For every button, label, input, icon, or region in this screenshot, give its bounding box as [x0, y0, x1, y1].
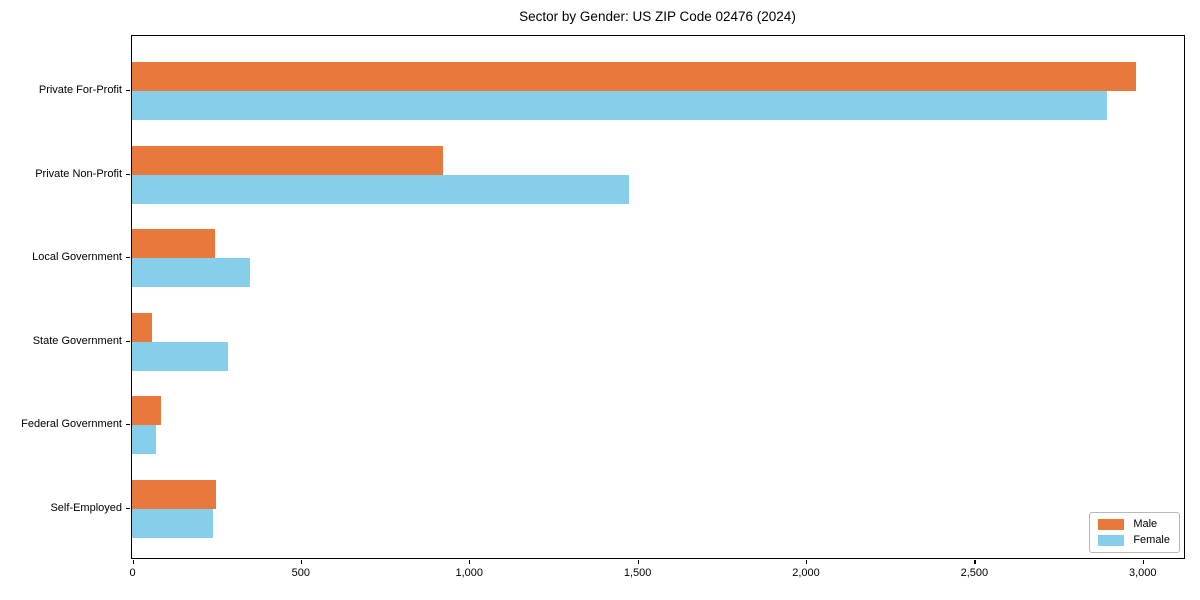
bar-male-self-employed [132, 479, 217, 509]
x-axis-tick-label: 500 [291, 567, 311, 579]
plot-area: Male Female [131, 35, 1185, 559]
legend-item-female: Female [1098, 535, 1170, 546]
y-tick-mark [126, 90, 130, 92]
y-axis-label: State Government [32, 334, 122, 347]
bar-female-private-non-profit [132, 174, 629, 204]
bar-female-federal-government [132, 425, 156, 454]
bar-female-state-government [132, 341, 228, 371]
y-tick-mark [126, 424, 130, 426]
bar-male-state-government [132, 312, 153, 342]
x-axis-tick-label: 2,000 [792, 567, 820, 579]
bar-female-self-employed [132, 508, 213, 538]
y-axis-label: Federal Government [21, 418, 122, 430]
legend-item-male: Male [1098, 519, 1170, 530]
y-axis-label: Private For-Profit [38, 84, 122, 96]
y-axis-label: Private Non-Profit [35, 167, 122, 180]
x-tick-mark [974, 560, 976, 564]
legend-label-male: Male [1133, 518, 1158, 530]
y-tick-mark [126, 507, 130, 509]
bar-male-local-government [132, 229, 215, 258]
bar-female-private-for-profit [132, 91, 1107, 120]
bar-female-local-government [132, 258, 250, 287]
x-tick-mark [637, 560, 639, 564]
y-axis-label: Local Government [32, 251, 122, 263]
bar-male-private-non-profit [132, 145, 444, 175]
legend-label-female: Female [1133, 534, 1170, 546]
legend-swatch-male-icon [1098, 519, 1125, 530]
y-axis-label: Self-Employed [50, 501, 122, 514]
x-tick-mark [469, 560, 471, 564]
legend: Male Female [1089, 512, 1180, 553]
bar-male-federal-government [132, 396, 161, 425]
x-tick-mark [805, 560, 808, 564]
x-tick-mark [1142, 560, 1144, 564]
x-axis-tick-label: 2,500 [960, 567, 989, 579]
x-tick-mark [132, 560, 134, 564]
x-axis-tick-label: 3,000 [1128, 567, 1157, 579]
y-tick-mark [126, 257, 130, 259]
legend-swatch-female-icon [1098, 535, 1125, 546]
chart-title: Sector by Gender: US ZIP Code 02476 (202… [519, 9, 796, 24]
x-axis-tick-label: 1,000 [455, 567, 483, 579]
x-axis-tick-label: 1,500 [623, 567, 652, 579]
y-tick-mark [126, 340, 130, 342]
x-tick-mark [300, 560, 303, 564]
bar-male-private-for-profit [132, 62, 1136, 91]
x-axis-tick-label: 0 [129, 567, 136, 579]
y-tick-mark [126, 173, 130, 175]
